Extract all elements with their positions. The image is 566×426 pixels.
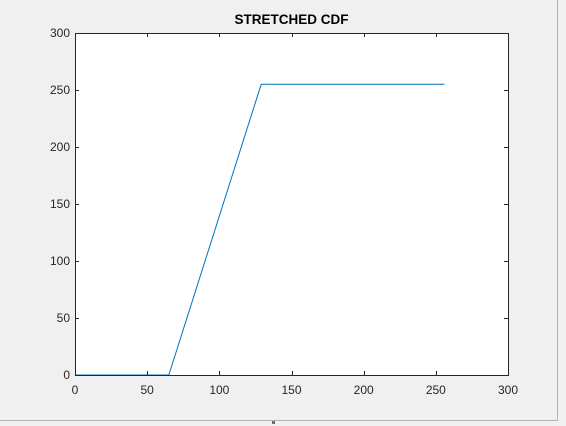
x-tick-label-4: 200	[354, 383, 374, 397]
x-tick-label-5: 250	[426, 383, 446, 397]
y-tick-label-6: 300	[50, 26, 70, 40]
y-tick-label-2: 100	[50, 254, 70, 268]
tick-marks	[75, 33, 509, 376]
window-resize-notch	[272, 421, 275, 424]
x-tick-labels: 0 50 100 150 200 250 300	[72, 383, 519, 397]
chart-title: STRETCHED CDF	[235, 12, 349, 27]
x-tick-label-0: 0	[72, 383, 79, 397]
y-tick-label-3: 150	[50, 197, 70, 211]
axes-background	[75, 33, 508, 375]
y-tick-labels: 0 50 100 150 200 250 300	[50, 26, 70, 382]
window-border-bottom	[0, 420, 558, 421]
window-border-right	[557, 0, 558, 421]
x-tick-label-2: 100	[209, 383, 229, 397]
x-tick-label-1: 50	[140, 383, 154, 397]
y-tick-label-1: 50	[57, 311, 71, 325]
x-tick-label-3: 150	[281, 383, 301, 397]
x-tick-label-6: 300	[498, 383, 518, 397]
y-tick-label-4: 200	[50, 140, 70, 154]
y-tick-label-5: 250	[50, 83, 70, 97]
y-tick-label-0: 0	[63, 368, 70, 382]
